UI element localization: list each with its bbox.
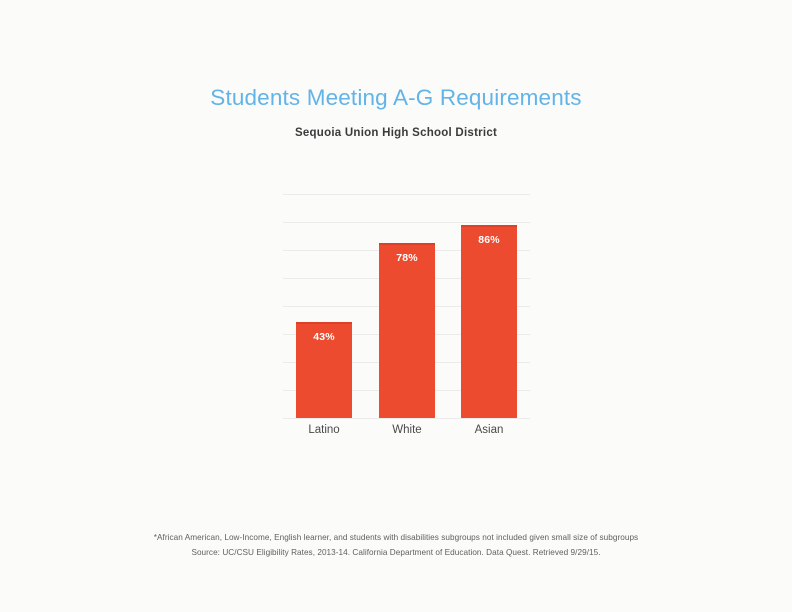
footnote-source: Source: UC/CSU Eligibility Rates, 2013-1… xyxy=(191,547,601,557)
bar-value-label: 86% xyxy=(478,234,500,246)
bar-series: 43% 78% 86% xyxy=(283,194,530,418)
bar[interactable]: 43% xyxy=(296,322,352,418)
x-axis-label-latino: Latino xyxy=(308,424,340,436)
bar[interactable]: 78% xyxy=(379,243,435,418)
footnote-subgroups: *African American, Low-Income, English l… xyxy=(153,533,639,542)
chart-subtitle: Sequoia Union High School District xyxy=(294,127,498,139)
page-title: Students Meeting A-G Requirements xyxy=(210,85,582,110)
bar[interactable]: 86% xyxy=(461,225,517,418)
gridline xyxy=(283,418,530,419)
footnote-block: *African American, Low-Income, English l… xyxy=(0,531,792,560)
gridline xyxy=(283,194,530,195)
x-axis-label-white: White xyxy=(392,424,422,436)
x-axis-category-labels: Latino White Asian xyxy=(283,424,530,442)
bar-value-label: 78% xyxy=(396,252,418,264)
gridline xyxy=(283,222,530,223)
bar-value-label: 43% xyxy=(313,331,335,343)
plot-area: 43% 78% 86% xyxy=(283,194,530,419)
x-axis-label-asian: Asian xyxy=(474,424,504,436)
